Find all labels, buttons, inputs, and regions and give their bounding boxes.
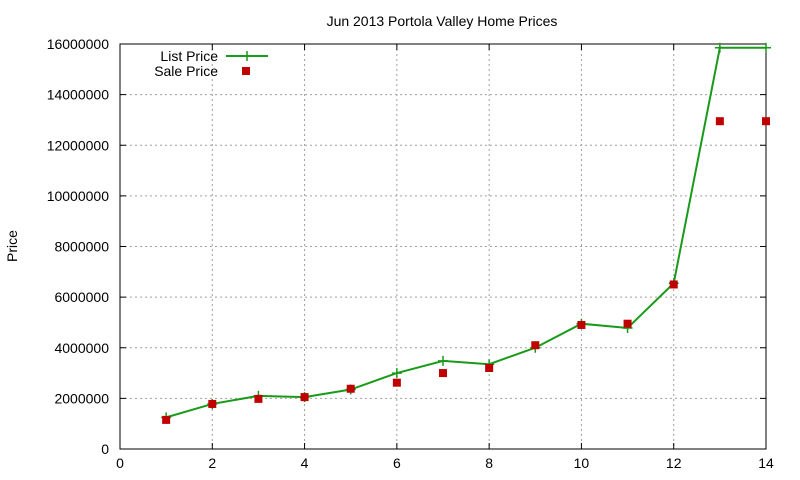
y-tick-label: 8000000 [54,239,109,255]
x-tick-label: 2 [208,455,216,471]
data-point-square [254,394,263,403]
data-point-plus [761,42,771,53]
y-tick-label: 14000000 [47,87,110,103]
data-point-square [300,393,309,402]
grid [120,44,766,449]
chart-title: Jun 2013 Portola Valley Home Prices [327,13,558,29]
data-point-square [439,369,447,378]
data-point-square [485,364,494,372]
y-tick-label: 6000000 [54,289,109,305]
data-point-square [162,415,171,424]
data-point-square [208,399,217,408]
series-list-price [161,42,771,423]
data-point-square [531,341,540,350]
data-point-square [577,320,586,329]
legend-label-list-price: List Price [160,48,218,64]
series-layer [161,42,771,424]
data-point-square [762,117,770,126]
legend-sample-square [242,67,250,75]
x-tick-label: 14 [758,455,774,471]
data-point-plus [714,42,725,53]
legend-samples [226,51,268,75]
axis-ticks: 0 2 4 6 8 10 12 14 0 2000000 4000000 6000000 8000000… [47,36,774,471]
data-point-square [346,384,355,393]
x-tick-label: 0 [116,455,124,471]
legend-label-sale-price: Sale Price [154,63,218,79]
x-tick-label: 10 [574,455,590,471]
x-tick-label: 6 [393,455,401,471]
x-tick-label: 4 [301,455,309,471]
data-point-plus [438,355,448,366]
data-point-plus [391,368,402,379]
y-tick-label: 16000000 [47,36,110,52]
data-point-square [669,280,678,289]
x-tick-label: 12 [666,455,682,471]
y-tick-label: 4000000 [54,340,109,356]
data-point-square [392,378,401,387]
data-point-square [715,117,724,126]
y-axis-label: Price [4,230,20,262]
y-tick-label: 10000000 [47,188,110,204]
x-tick-label: 8 [485,455,493,471]
y-tick-label: 2000000 [54,390,109,406]
legend-sample-plus [242,51,252,61]
series-line [165,46,766,419]
series-sale-price [162,117,770,424]
y-tick-label: 12000000 [47,137,110,153]
legend: List Price Sale Price [154,48,268,79]
y-tick-label: 0 [101,441,109,457]
data-point-square [623,319,632,328]
